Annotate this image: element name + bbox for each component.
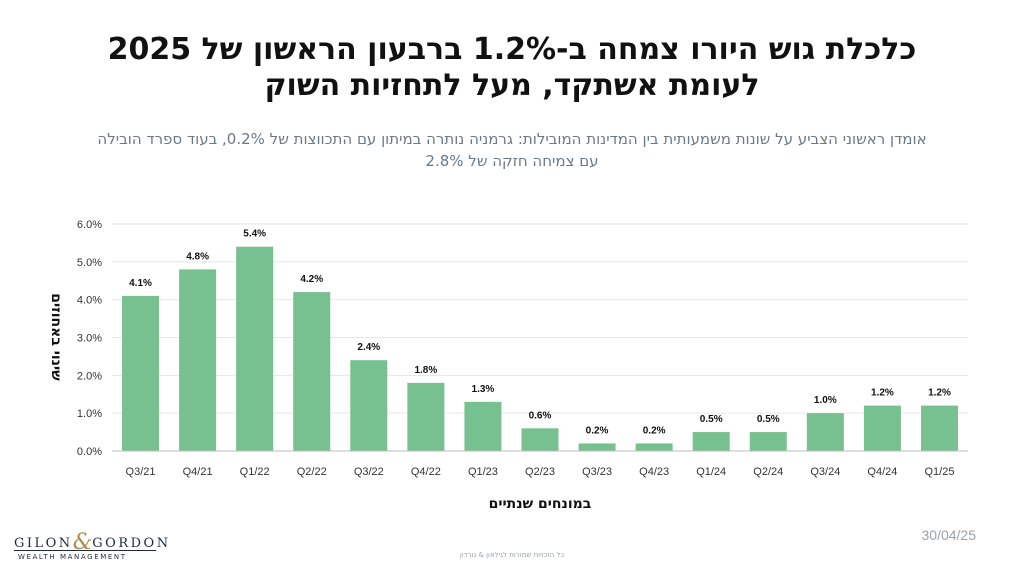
y-tick-label: 0.0% — [77, 446, 102, 458]
subtitle-line-2: עם צמיחה חזקה של 2.8% — [425, 152, 599, 170]
y-tick-label: 4.0% — [77, 295, 102, 307]
y-axis-title: שינוי באחוזים — [48, 293, 64, 381]
y-tick-label: 6.0% — [77, 219, 102, 231]
page-subtitle: אומדן ראשוני הצביע על שונות משמעותית בין… — [40, 128, 984, 172]
value-label: 4.2% — [300, 274, 323, 285]
value-label: 0.2% — [643, 425, 666, 436]
bar-q1-24 — [692, 432, 730, 451]
logo-divider — [14, 550, 156, 551]
x-tick-label: Q4/22 — [411, 466, 441, 478]
x-tick-label: Q1/22 — [240, 466, 270, 478]
value-label: 2.4% — [357, 342, 380, 353]
title-line-2: לעומת אשתקד, מעל לתחזיות השוק — [264, 68, 760, 103]
y-tick-label: 1.0% — [77, 408, 102, 420]
value-label: 1.2% — [871, 388, 894, 399]
y-tick-label: 2.0% — [77, 370, 102, 382]
bar-q2-22 — [293, 292, 331, 451]
bar-q4-24 — [863, 405, 901, 451]
x-tick-label: Q4/21 — [183, 466, 213, 478]
bar-q4-23 — [635, 443, 673, 451]
x-tick-label: Q3/22 — [354, 466, 384, 478]
y-tick-label: 3.0% — [77, 333, 102, 345]
bar-q2-24 — [749, 432, 787, 451]
title-line-1: כלכלת גוש היורו צמחה ב-1.2% ברבעון הראשו… — [107, 32, 917, 67]
bar-q3-24 — [806, 413, 844, 451]
x-tick-label: Q4/24 — [867, 466, 897, 478]
value-label: 1.3% — [472, 384, 495, 395]
x-axis-title: במונחים שנתיים — [489, 496, 592, 512]
x-tick-label: Q1/24 — [696, 466, 726, 478]
x-tick-label: Q4/23 — [639, 466, 669, 478]
value-label: 4.8% — [186, 251, 209, 262]
logo-ampersand: & — [72, 530, 93, 555]
bar-q2-23 — [521, 428, 559, 451]
value-label: 4.1% — [129, 278, 152, 289]
x-tick-layer: Q3/21 Q4/21 Q1/22 Q2/22 Q3/22 Q4/22 Q1/23 Q2/23… — [126, 466, 955, 478]
y-tick-label: 5.0% — [77, 257, 102, 269]
page-title: כלכלת גוש היורו צמחה ב-1.2% ברבעון הראשו… — [50, 32, 974, 104]
value-label: 1.8% — [414, 365, 437, 376]
logo-name-right: GORDON — [92, 536, 171, 551]
subtitle-line-1: אומדן ראשוני הצביע על שונות משמעותית בין… — [97, 130, 927, 148]
value-label: 1.0% — [814, 395, 837, 406]
bar-q4-22 — [407, 382, 445, 451]
logo-tagline: WEALTH MANAGEMENT — [18, 553, 127, 561]
x-tick-label: Q2/22 — [297, 466, 327, 478]
x-tick-label: Q1/23 — [468, 466, 498, 478]
x-tick-label: Q3/23 — [582, 466, 612, 478]
footer-disclaimer: כל הזכויות שמורות לגילאון & גורדון — [459, 551, 565, 559]
logo-wordmark: GILON&GORDON — [14, 528, 168, 555]
label-layer: 4.1% 4.8% 5.4% 4.2% 2.4% 1.8% 1.3% 0.6% 0.2% 0.2%… — [129, 229, 951, 437]
x-tick-label: Q2/24 — [753, 466, 783, 478]
value-label: 0.2% — [586, 425, 609, 436]
bar-q4-21 — [179, 269, 217, 451]
brand-logo: GILON&GORDON WEALTH MANAGEMENT — [14, 524, 168, 564]
bar-q1-23 — [464, 401, 502, 451]
value-label: 0.6% — [529, 410, 552, 421]
x-tick-label: Q2/23 — [525, 466, 555, 478]
logo-name-left: GILON — [14, 536, 73, 551]
value-label: 5.4% — [243, 229, 266, 240]
x-tick-label: Q3/21 — [126, 466, 156, 478]
value-label: 1.2% — [928, 388, 951, 399]
bar-q3-21 — [122, 295, 160, 451]
bar-q3-23 — [578, 443, 616, 451]
y-tick-layer: 0.0% 1.0% 2.0% 3.0% 4.0% 5.0% 6.0% — [77, 219, 102, 458]
x-tick-label: Q1/25 — [924, 466, 954, 478]
bar-layer — [122, 246, 958, 451]
value-label: 0.5% — [757, 414, 780, 425]
value-label: 0.5% — [700, 414, 723, 425]
bar-q3-22 — [350, 360, 388, 451]
bar-q1-22 — [236, 246, 274, 451]
x-tick-label: Q3/24 — [810, 466, 840, 478]
bar-q1-25 — [920, 405, 958, 451]
footer-date: 30/04/25 — [921, 527, 977, 543]
